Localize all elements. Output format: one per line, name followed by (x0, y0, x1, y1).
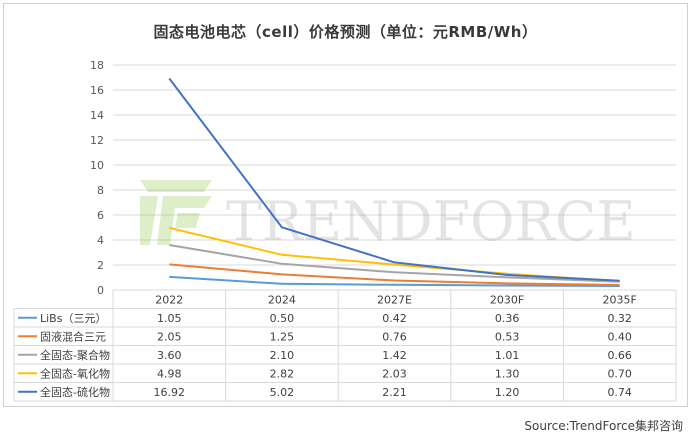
data-label: 1.05 (157, 312, 182, 325)
data-label: 0.36 (495, 312, 520, 325)
data-label: 16.92 (154, 386, 186, 399)
data-label: 2.21 (382, 386, 407, 399)
watermark: TRENDFORCE (140, 180, 636, 253)
data-table: 2022 2024 2027E 2030F 2035F LiBs（三元） 1.05 0.50 0… (13, 289, 677, 402)
data-label: 2.05 (157, 330, 182, 343)
y-tick-label: 14 (90, 109, 104, 122)
data-label: 1.25 (270, 330, 295, 343)
data-label: 1.01 (495, 349, 520, 362)
legend-label: 固液混合三元 (40, 329, 106, 343)
y-tick-label: 4 (97, 234, 104, 247)
x-tick-label: 2024 (268, 293, 296, 306)
source-note: Source:TrendForce集邦咨询 (524, 419, 683, 433)
chart-title: 固态电池电芯（cell）价格预测（单位：元RMB/Wh） (153, 23, 538, 41)
data-label: 5.02 (270, 386, 295, 399)
y-tick-label: 6 (97, 209, 104, 222)
y-tick-label: 12 (90, 134, 104, 147)
y-tick-label: 16 (90, 84, 104, 97)
data-label: 0.40 (607, 330, 632, 343)
series-line (168, 77, 620, 282)
chart-frame (3, 3, 688, 407)
data-label: 3.60 (157, 349, 182, 362)
x-tick-label: 2027E (377, 293, 412, 306)
data-label: 0.42 (382, 312, 407, 325)
data-label: 1.42 (382, 349, 407, 362)
series-line (169, 244, 620, 283)
y-axis: 0 2 4 6 8 10 12 14 16 18 (90, 59, 104, 297)
data-label: 0.32 (607, 312, 632, 325)
watermark-text: TRENDFORCE (226, 190, 636, 253)
trendforce-logo-icon (140, 180, 212, 245)
data-label: 4.98 (157, 367, 182, 380)
x-tick-label: 2035F (603, 293, 637, 306)
legend-label: 全固态-聚合物 (40, 348, 110, 362)
y-tick-label: 0 (97, 284, 104, 297)
data-label: 2.10 (270, 349, 295, 362)
y-tick-label: 18 (90, 59, 104, 72)
data-label: 0.66 (607, 349, 632, 362)
data-label: 0.70 (607, 367, 632, 380)
data-label: 1.30 (495, 367, 520, 380)
y-tick-label: 8 (97, 184, 104, 197)
y-tick-label: 2 (97, 259, 104, 272)
data-label: 0.74 (607, 386, 632, 399)
data-label: 0.76 (382, 330, 407, 343)
y-tick-label: 10 (90, 159, 104, 172)
legend-label: LiBs（三元） (40, 312, 106, 325)
series-line (169, 275, 620, 287)
series-line (169, 263, 620, 286)
x-tick-label: 2022 (155, 293, 183, 306)
data-label: 0.50 (270, 312, 295, 325)
legend-label: 全固态-氧化物 (40, 366, 110, 380)
data-label: 1.20 (495, 386, 520, 399)
legend-label: 全固态-硫化物 (40, 385, 110, 399)
gridlines (113, 64, 676, 291)
series-lines (168, 77, 620, 287)
data-label: 0.53 (495, 330, 520, 343)
data-label: 2.03 (382, 367, 407, 380)
data-label: 2.82 (270, 367, 295, 380)
x-tick-label: 2030F (490, 293, 524, 306)
